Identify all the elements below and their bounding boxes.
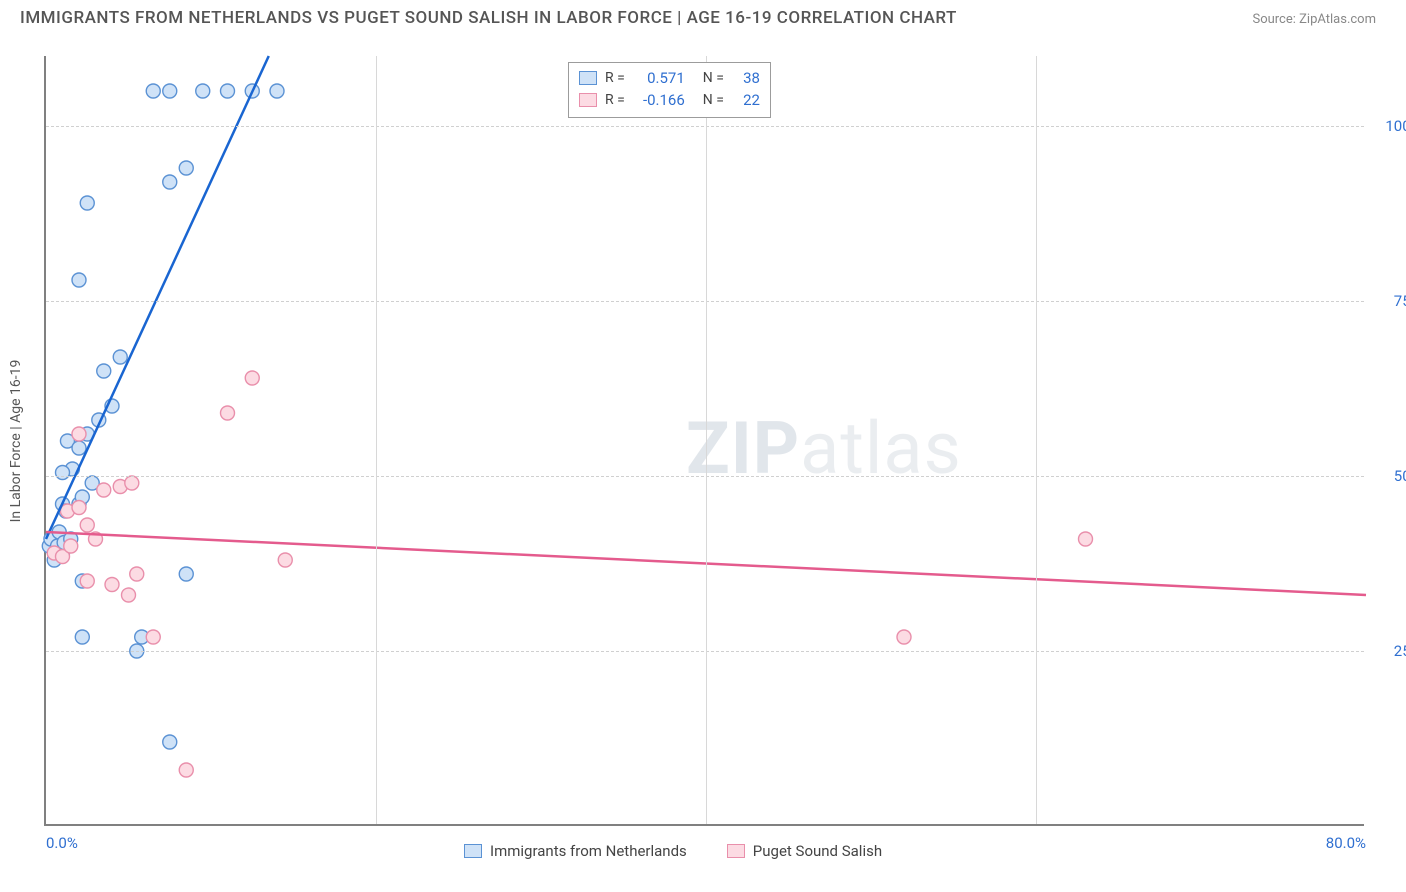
scatter-point-salish <box>122 588 136 602</box>
ytick-label: 25.0% <box>1374 642 1406 660</box>
ytick-label: 100.0% <box>1374 117 1406 135</box>
legend-swatch-salish <box>727 844 745 858</box>
source-label: Source: ZipAtlas.com <box>1252 12 1376 27</box>
trendline-netherlands <box>46 56 269 539</box>
legend-label-salish: Puget Sound Salish <box>753 842 882 860</box>
y-axis-title: In Labor Force | Age 16-19 <box>8 360 24 523</box>
legend-swatch-netherlands <box>464 844 482 858</box>
n-value-salish: 22 <box>732 89 760 111</box>
grid-h <box>46 301 1364 302</box>
scatter-point-netherlands <box>179 161 193 175</box>
legend-item-salish: Puget Sound Salish <box>727 842 882 860</box>
scatter-point-salish <box>72 427 86 441</box>
r-value-salish: -0.166 <box>633 89 685 111</box>
n-label: N = <box>703 67 724 89</box>
xtick-label: 0.0% <box>46 834 78 852</box>
scatter-point-salish <box>221 406 235 420</box>
scatter-point-salish <box>245 371 259 385</box>
grid-h <box>46 476 1364 477</box>
scatter-point-netherlands <box>221 84 235 98</box>
scatter-point-netherlands <box>113 350 127 364</box>
scatter-point-salish <box>80 574 94 588</box>
legend-item-netherlands: Immigrants from Netherlands <box>464 842 687 860</box>
ytick-label: 50.0% <box>1374 467 1406 485</box>
r-value-netherlands: 0.571 <box>633 67 685 89</box>
scatter-point-salish <box>64 539 78 553</box>
grid-v <box>376 56 377 824</box>
scatter-point-salish <box>146 630 160 644</box>
r-label: R = <box>605 67 625 89</box>
scatter-point-netherlands <box>163 735 177 749</box>
scatter-point-salish <box>897 630 911 644</box>
scatter-point-salish <box>179 763 193 777</box>
scatter-point-netherlands <box>97 364 111 378</box>
scatter-point-netherlands <box>75 630 89 644</box>
swatch-netherlands <box>579 71 597 85</box>
stats-row-netherlands: R = 0.571 N = 38 <box>579 67 760 89</box>
scatter-point-netherlands <box>80 196 94 210</box>
scatter-point-salish <box>80 518 94 532</box>
scatter-point-salish <box>278 553 292 567</box>
plot-wrap: In Labor Force | Age 16-19 ZIPatlas 25.0… <box>44 56 1364 826</box>
scatter-point-salish <box>130 567 144 581</box>
bottom-legend: Immigrants from Netherlands Puget Sound S… <box>464 842 882 860</box>
n-label: N = <box>703 89 724 111</box>
scatter-point-netherlands <box>270 84 284 98</box>
scatter-point-netherlands <box>163 175 177 189</box>
scatter-point-netherlands <box>146 84 160 98</box>
scatter-point-salish <box>125 476 139 490</box>
scatter-point-netherlands <box>196 84 210 98</box>
xtick-label: 80.0% <box>1326 834 1366 852</box>
plot-svg <box>46 56 1364 824</box>
grid-v <box>1036 56 1037 824</box>
grid-h <box>46 651 1364 652</box>
legend-label-netherlands: Immigrants from Netherlands <box>490 842 687 860</box>
scatter-point-netherlands <box>72 441 86 455</box>
ytick-label: 75.0% <box>1374 292 1406 310</box>
scatter-point-netherlands <box>72 273 86 287</box>
scatter-point-salish <box>1079 532 1093 546</box>
grid-v <box>706 56 707 824</box>
scatter-point-netherlands <box>56 466 70 480</box>
swatch-salish <box>579 93 597 107</box>
scatter-point-netherlands <box>179 567 193 581</box>
stats-row-salish: R = -0.166 N = 22 <box>579 89 760 111</box>
r-label: R = <box>605 89 625 111</box>
plot-area: ZIPatlas 25.0%50.0%75.0%100.0%0.0%80.0% <box>44 56 1364 826</box>
chart-title: IMMIGRANTS FROM NETHERLANDS VS PUGET SOU… <box>20 8 957 28</box>
grid-h <box>46 126 1364 127</box>
scatter-point-netherlands <box>163 84 177 98</box>
scatter-point-salish <box>97 483 111 497</box>
scatter-point-salish <box>72 501 86 515</box>
n-value-netherlands: 38 <box>732 67 760 89</box>
scatter-point-salish <box>105 578 119 592</box>
stats-legend: R = 0.571 N = 38 R = -0.166 N = 22 <box>568 62 771 118</box>
